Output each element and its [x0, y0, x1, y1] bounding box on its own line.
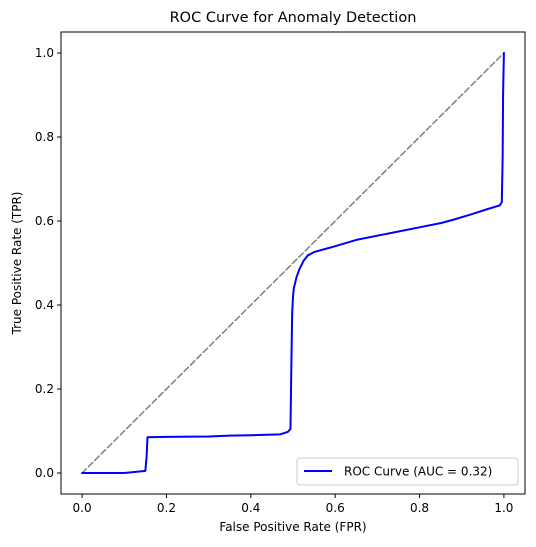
- y-tick-label: 0.4: [35, 298, 54, 312]
- x-tick-label: 0.6: [326, 501, 345, 515]
- y-tick-label: 1.0: [35, 46, 54, 60]
- x-tick-label: 1.0: [494, 501, 513, 515]
- legend-entry-roc: ROC Curve (AUC = 0.32): [344, 465, 492, 479]
- chart-title: ROC Curve for Anomaly Detection: [170, 10, 417, 26]
- series-layer: [81, 52, 505, 474]
- legend-box: [296, 457, 519, 486]
- plot-area: 0.0 0.2 0.4 0.6 0.8 1.0 0.0 0.2 0.4 0.6 0.8 1.0: [35, 31, 526, 515]
- y-tick-label: 0.6: [35, 214, 54, 228]
- y-tick-label: 0.2: [35, 382, 54, 396]
- y-tick-label: 0.8: [35, 130, 54, 144]
- y-axis-label: True Positive Rate (TPR): [10, 192, 24, 336]
- random-baseline-line: [81, 52, 505, 474]
- x-tick-label: 0.2: [157, 501, 176, 515]
- x-axis-label: False Positive Rate (FPR): [219, 520, 366, 534]
- y-tick-label: 0.0: [35, 466, 54, 480]
- x-tick-label: 0.4: [241, 501, 260, 515]
- x-axis-ticks: 0.0 0.2 0.4 0.6 0.8 1.0: [73, 494, 513, 515]
- roc-curve-line: [81, 52, 505, 474]
- x-tick-label: 0.0: [73, 501, 92, 515]
- x-tick-label: 0.8: [410, 501, 429, 515]
- y-axis-ticks: 0.0 0.2 0.4 0.6 0.8 1.0: [35, 46, 61, 480]
- legend: ROC Curve (AUC = 0.32): [296, 457, 519, 486]
